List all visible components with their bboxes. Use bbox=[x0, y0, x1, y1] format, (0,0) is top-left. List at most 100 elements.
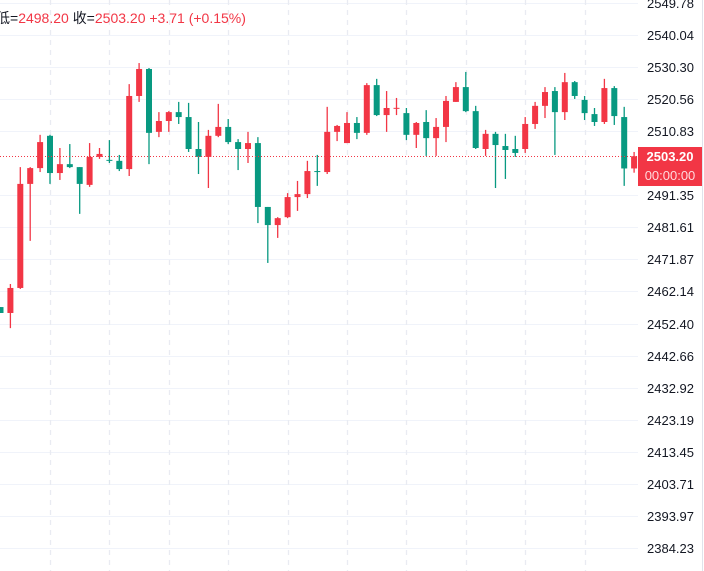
candle-body bbox=[383, 107, 390, 116]
candle-body bbox=[561, 82, 568, 113]
candle[interactable] bbox=[284, 193, 291, 219]
y-tick-label: 2540.04 bbox=[647, 28, 694, 43]
candle[interactable] bbox=[136, 63, 143, 102]
candle-body bbox=[155, 121, 162, 132]
candle[interactable] bbox=[215, 103, 222, 138]
candle[interactable] bbox=[631, 151, 638, 173]
candle[interactable] bbox=[581, 95, 588, 121]
candle[interactable] bbox=[324, 106, 331, 175]
candle[interactable] bbox=[601, 78, 608, 124]
candle[interactable] bbox=[235, 139, 242, 171]
y-tick-label: 2530.30 bbox=[647, 60, 694, 75]
candle[interactable] bbox=[0, 307, 4, 313]
y-tick-label: 2452.40 bbox=[647, 317, 694, 332]
candle-body bbox=[96, 153, 103, 157]
candle[interactable] bbox=[27, 167, 34, 241]
candle-body bbox=[492, 133, 499, 146]
candle[interactable] bbox=[512, 135, 519, 157]
low-value: 2498.20 bbox=[18, 10, 69, 26]
candle[interactable] bbox=[314, 154, 321, 186]
candle-body bbox=[452, 87, 459, 102]
candle[interactable] bbox=[245, 131, 251, 163]
candle[interactable] bbox=[225, 119, 232, 145]
candle[interactable] bbox=[383, 91, 390, 132]
candle[interactable] bbox=[363, 83, 370, 135]
candle[interactable] bbox=[47, 134, 53, 184]
candle[interactable] bbox=[106, 140, 113, 163]
candle[interactable] bbox=[264, 206, 271, 263]
grid bbox=[0, 0, 638, 571]
low-label: 低= bbox=[0, 10, 19, 26]
y-tick-label: 2413.45 bbox=[647, 445, 694, 460]
candle[interactable] bbox=[433, 118, 440, 156]
candle[interactable] bbox=[96, 148, 103, 159]
candle-body bbox=[324, 131, 331, 173]
candle-body bbox=[205, 135, 212, 157]
candle[interactable] bbox=[443, 95, 449, 143]
candle[interactable] bbox=[37, 134, 44, 173]
candle[interactable] bbox=[17, 167, 24, 289]
y-tick-label: 2442.66 bbox=[647, 349, 694, 364]
y-tick-label: 2432.92 bbox=[647, 381, 694, 396]
candle[interactable] bbox=[76, 167, 83, 214]
candle-body bbox=[601, 88, 608, 122]
candle-body bbox=[116, 160, 123, 170]
candle[interactable] bbox=[532, 101, 539, 129]
candle[interactable] bbox=[126, 84, 133, 176]
candle[interactable] bbox=[165, 111, 172, 132]
candle-body bbox=[542, 92, 548, 106]
candle-body bbox=[304, 171, 311, 195]
candle-body bbox=[195, 148, 202, 157]
candle[interactable] bbox=[7, 284, 14, 329]
candle[interactable] bbox=[452, 82, 459, 102]
candle[interactable] bbox=[571, 80, 578, 99]
y-tick-label: 2520.56 bbox=[647, 92, 694, 107]
candle[interactable] bbox=[344, 112, 350, 144]
candle[interactable] bbox=[413, 121, 420, 149]
candle[interactable] bbox=[591, 107, 598, 126]
y-tick-label: 2549.78 bbox=[647, 0, 694, 11]
candle[interactable] bbox=[522, 117, 529, 153]
candle[interactable] bbox=[86, 143, 93, 187]
candle[interactable] bbox=[403, 107, 410, 141]
candle[interactable] bbox=[175, 101, 182, 124]
candle[interactable] bbox=[254, 137, 261, 224]
candle-body bbox=[522, 123, 529, 149]
candle-body bbox=[126, 95, 133, 170]
candle[interactable] bbox=[146, 67, 152, 165]
candle[interactable] bbox=[542, 87, 548, 119]
candle-body bbox=[215, 126, 222, 136]
candle[interactable] bbox=[611, 86, 618, 125]
candle-body bbox=[353, 122, 360, 133]
candle[interactable] bbox=[462, 71, 469, 113]
candle[interactable] bbox=[274, 217, 281, 238]
candle[interactable] bbox=[621, 106, 628, 186]
candle[interactable] bbox=[56, 148, 63, 180]
candle[interactable] bbox=[353, 117, 360, 140]
candle[interactable] bbox=[185, 102, 192, 152]
candle[interactable] bbox=[492, 131, 499, 189]
candle[interactable] bbox=[393, 97, 400, 116]
y-tick-label: 2393.97 bbox=[647, 509, 694, 524]
ohlc-legend: 低=2498.20 收=2503.20 +3.71 (+0.15%) bbox=[0, 8, 246, 28]
candle-body bbox=[106, 159, 113, 161]
candle[interactable] bbox=[304, 160, 311, 199]
candle[interactable] bbox=[502, 133, 509, 179]
candle-body bbox=[532, 105, 539, 124]
candle[interactable] bbox=[334, 124, 341, 142]
candle[interactable] bbox=[561, 72, 568, 121]
candle[interactable] bbox=[373, 78, 380, 117]
candle[interactable] bbox=[551, 87, 558, 155]
candle[interactable] bbox=[294, 180, 301, 211]
candle-body bbox=[581, 99, 588, 114]
candle[interactable] bbox=[472, 105, 479, 149]
candle[interactable] bbox=[482, 129, 489, 156]
candle[interactable] bbox=[195, 121, 202, 175]
candle[interactable] bbox=[423, 110, 430, 156]
candle[interactable] bbox=[116, 154, 123, 172]
candle[interactable] bbox=[155, 112, 162, 138]
price-axis[interactable]: 2549.78 2540.04 2530.30 2520.56 2510.83 2491.… bbox=[647, 0, 694, 556]
candle[interactable] bbox=[205, 129, 212, 189]
change-value: +3.71 (+0.15%) bbox=[149, 10, 246, 26]
